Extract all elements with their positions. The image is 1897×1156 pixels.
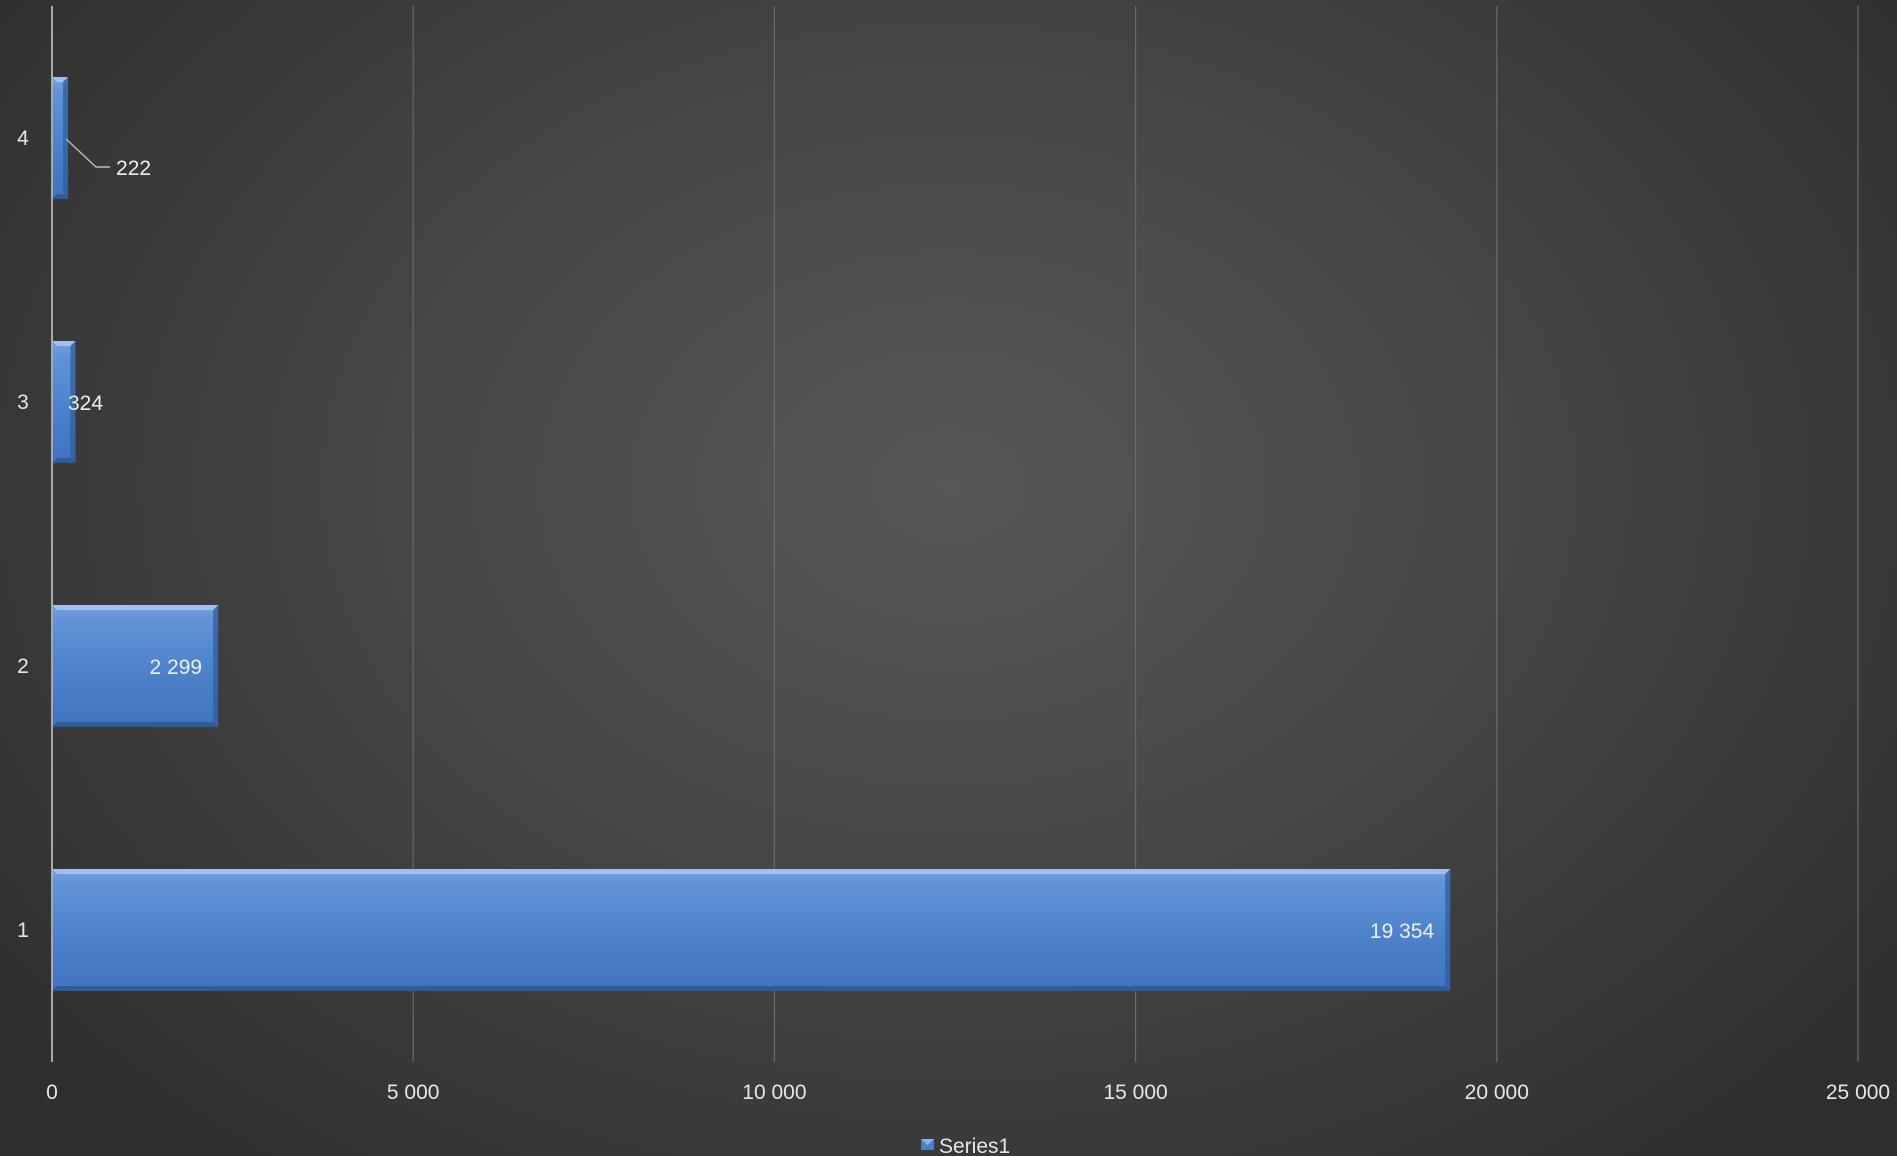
leader-line <box>65 138 111 168</box>
x-tick-label: 5 000 <box>387 1081 440 1104</box>
bar-4 <box>52 77 69 199</box>
data-labels: 19 354 2 299 324 222 <box>65 138 1435 943</box>
bar-1 <box>52 869 1451 991</box>
legend-swatch-highlight <box>921 1139 934 1145</box>
legend-entry-series1: Series1 <box>939 1135 1010 1156</box>
data-label: 19 354 <box>1370 920 1435 943</box>
legend: Series1 <box>921 1135 1010 1156</box>
x-tick-label: 0 <box>46 1081 58 1104</box>
data-label: 222 <box>116 157 151 180</box>
y-tick-label: 3 <box>17 391 29 414</box>
y-tick-label: 4 <box>17 127 29 150</box>
x-tick-label: 10 000 <box>742 1081 806 1104</box>
x-tick-label: 15 000 <box>1103 1081 1167 1104</box>
y-tick-label: 2 <box>17 655 29 678</box>
bar-3 <box>52 341 76 463</box>
x-tick-label: 20 000 <box>1465 1081 1529 1104</box>
data-label: 2 299 <box>150 656 203 679</box>
axes: 0 5 000 10 000 15 000 20 000 25 000 1 2 3 4 <box>17 6 1890 1104</box>
x-tick-label: 25 000 <box>1826 1081 1890 1104</box>
bars <box>52 77 1451 991</box>
data-label: 324 <box>68 392 103 415</box>
y-tick-label: 1 <box>17 919 29 942</box>
bar-2 <box>52 605 219 727</box>
